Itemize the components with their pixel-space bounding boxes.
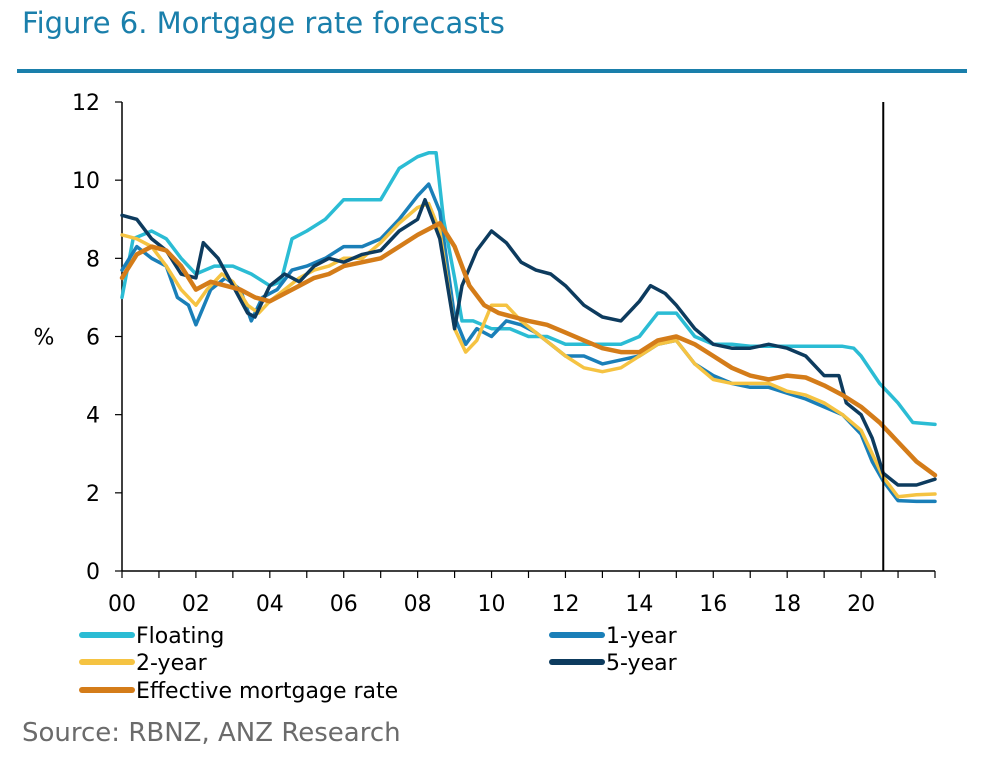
source-note: Source: RBNZ, ANZ Research [22,718,401,748]
x-tick-label: 02 [182,592,210,617]
y-tick-label: 6 [86,326,100,351]
x-tick-label: 14 [625,592,653,617]
y-tick-label: 4 [86,404,100,429]
y-tick-label: 8 [86,247,100,272]
title-rule [17,69,967,73]
x-tick-label: 20 [847,592,875,617]
x-tick-label: 16 [699,592,727,617]
x-tick-label: 04 [256,592,284,617]
y-tick-label: 2 [86,482,100,507]
series-line [120,151,937,427]
legend-label: 2-year [136,651,208,676]
x-tick-label: 00 [108,592,136,617]
series-lines [119,151,938,504]
y-tick-label: 12 [72,91,100,116]
series-line [120,182,937,504]
y-tick-label: 0 [86,560,100,585]
legend-label: Floating [136,624,224,649]
legend: Floating 1-year 2-year 5-year Effective mort… [79,624,678,704]
legend-label: 5-year [606,651,678,676]
x-tick-label: 06 [330,592,358,617]
series-line [120,197,937,487]
x-tick-label: 18 [773,592,801,617]
y-axis-label: % [34,326,55,351]
series-line [120,201,937,499]
series-line [119,220,938,478]
y-tick-label: 10 [72,169,100,194]
chart-title: Figure 6. Mortgage rate forecasts [22,6,505,40]
legend-label: Effective mortgage rate [136,679,398,704]
x-tick-label: 10 [478,592,506,617]
x-tick-label: 12 [551,592,579,617]
x-tick-label: 08 [404,592,432,617]
legend-label: 1-year [606,624,678,649]
